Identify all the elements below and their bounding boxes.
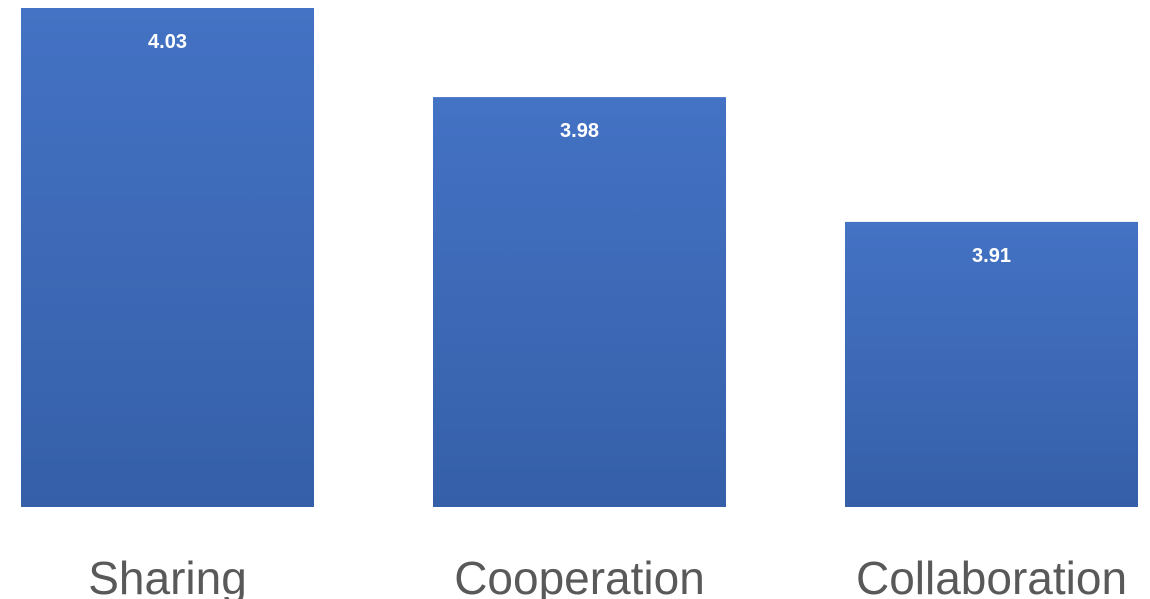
- category-label-cooperation: Cooperation: [454, 552, 705, 599]
- data-label-cooperation: 3.98: [560, 120, 599, 142]
- bar-collaboration: [845, 221, 1138, 507]
- bar-cooperation: [433, 97, 726, 507]
- data-label-collaboration: 3.91: [972, 245, 1011, 267]
- bar-sharing: [21, 8, 314, 507]
- bars-layer: [21, 8, 1138, 507]
- category-labels-layer: Sharing Cooperation Collaboration: [88, 552, 1127, 599]
- data-label-sharing: 4.03: [148, 31, 187, 53]
- data-labels-layer: 4.03 3.98 3.91: [148, 31, 1011, 267]
- category-label-collaboration: Collaboration: [856, 552, 1127, 599]
- category-label-sharing: Sharing: [88, 552, 247, 599]
